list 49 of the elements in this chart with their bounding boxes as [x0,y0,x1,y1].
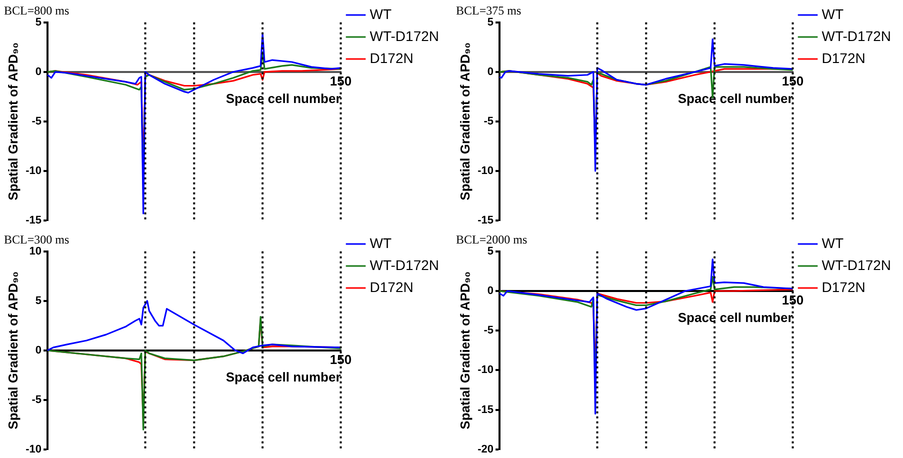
x-tick-label: 150 [330,352,352,367]
y-tick-label: 0 [35,66,42,78]
y-axis-title: Spatial Gradient of APD₉₀ [5,42,20,200]
legend-label: D172N [370,50,414,66]
legend-label: WT [370,234,392,251]
y-tick-label: -5 [32,115,42,128]
y-tick-label: -5 [32,394,42,406]
legend-label: WT-D172N [822,28,891,44]
y-tick-label: -15 [26,214,42,226]
y-tick-label: -20 [478,443,494,456]
legend-label: D172N [370,278,414,295]
y-axis-title: Spatial Gradient of APD₉₀ [457,271,472,430]
chart-title: BCL=2000 ms [456,232,528,246]
y-tick-label: -10 [26,164,42,177]
x-axis-title: Space cell number [226,369,341,384]
y-tick-label: -15 [478,214,494,226]
chart-title: BCL=800 ms [4,3,70,18]
legend-label: D172N [822,50,866,66]
x-tick-label: 150 [330,73,352,88]
y-tick-label: 5 [35,16,42,28]
x-axis-title: Space cell number [678,90,793,106]
x-axis-title: Space cell number [678,310,793,325]
legend-label: WT [822,6,844,22]
legend-label: D172N [822,278,866,295]
y-tick-label: 5 [35,294,42,307]
chart-title: BCL=300 ms [4,232,70,246]
y-tick-label: 5 [487,245,494,258]
x-tick-label: 150 [782,292,804,308]
y-tick-label: -15 [478,404,494,416]
chart-title: BCL=375 ms [456,3,522,18]
y-tick-label: -5 [484,115,494,128]
legend-label: WT [822,234,844,251]
legend-label: WT [370,6,392,22]
legend-label: WT-D172N [370,28,439,44]
y-axis-title: Spatial Gradient of APD₉₀ [5,271,20,430]
y-tick-label: 5 [487,16,494,28]
y-tick-label: 0 [487,66,494,78]
y-axis-title: Spatial Gradient of APD₉₀ [457,42,472,200]
legend-label: WT-D172N [370,256,439,273]
y-tick-label: -10 [478,164,494,177]
x-tick-label: 150 [782,73,804,88]
x-axis-title: Space cell number [226,90,341,106]
y-tick-label: 0 [35,344,42,356]
y-tick-label: -10 [26,443,42,456]
legend-label: WT-D172N [822,256,891,273]
y-tick-label: 0 [487,285,494,298]
y-tick-label: -5 [484,324,494,337]
y-tick-label: 10 [29,245,42,258]
y-tick-label: -10 [478,364,494,376]
